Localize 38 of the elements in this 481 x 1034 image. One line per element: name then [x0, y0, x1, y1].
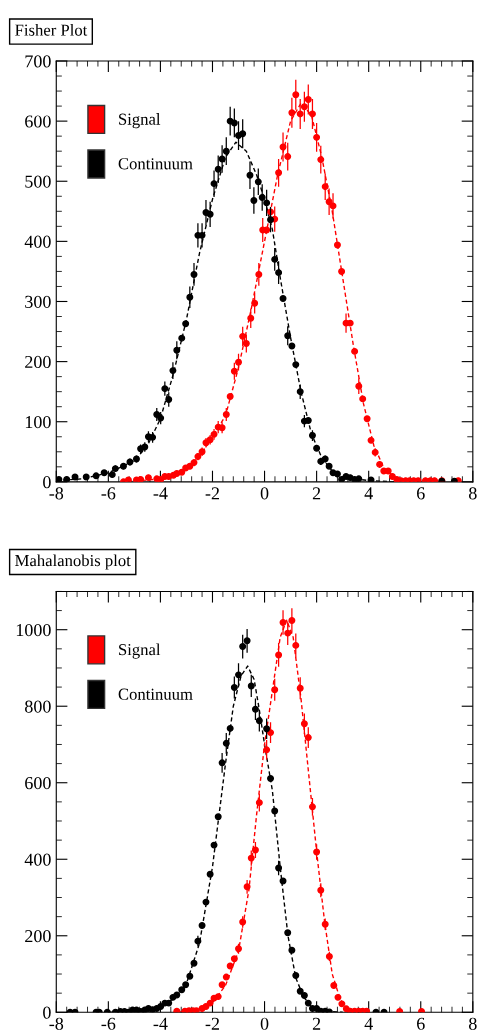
y-tick-label: 0 [43, 1006, 51, 1019]
x-tick-label: -2 [205, 487, 220, 500]
x-tick-label: -2 [205, 1017, 220, 1030]
legend-label: Signal [119, 113, 161, 129]
x-tick-label: -6 [101, 1017, 116, 1030]
y-tick-label: 300 [25, 295, 51, 308]
y-tick-label: 400 [24, 235, 51, 248]
x-tick-label: 2 [312, 487, 321, 500]
legend-label: Continuum [118, 688, 193, 700]
y-tick-label: 200 [25, 930, 51, 943]
x-tick-label: 6 [417, 487, 425, 500]
x-tick-label: 4 [364, 487, 373, 500]
x-tick-label: 2 [312, 1017, 321, 1030]
y-tick-label: 500 [25, 175, 51, 188]
y-tick-label: 100 [25, 415, 51, 429]
y-tick-label: 600 [25, 777, 51, 790]
y-tick-label: 0 [43, 476, 51, 489]
x-tick-label: -6 [101, 487, 116, 500]
y-tick-label: 200 [25, 355, 51, 369]
x-tick-label: 8 [469, 1017, 477, 1030]
y-tick-label: 1000 [16, 623, 51, 637]
x-tick-label: 4 [364, 1017, 373, 1030]
x-tick-label: 6 [417, 1017, 425, 1030]
y-tick-label: 400 [24, 853, 51, 866]
chart-title: Mahalanobis plot [15, 554, 131, 570]
x-tick-label: 0 [260, 1017, 269, 1030]
legend-label: Continuum [118, 158, 193, 170]
x-tick-label: -8 [49, 487, 64, 500]
x-tick-label: -4 [153, 1017, 168, 1030]
x-tick-label: 0 [260, 487, 269, 500]
legend-label: Signal [119, 643, 161, 659]
x-tick-label: 8 [469, 487, 477, 500]
y-tick-label: 800 [25, 700, 51, 713]
x-tick-label: -8 [49, 1017, 64, 1030]
x-tick-label: -4 [153, 487, 168, 500]
chart-title: Fisher Plot [15, 23, 88, 36]
y-tick-label: 600 [25, 115, 51, 128]
y-tick-label: 700 [25, 55, 51, 68]
